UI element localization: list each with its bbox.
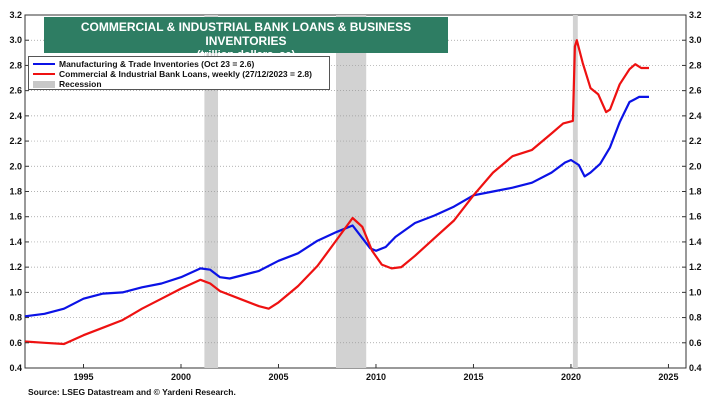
y-tick-label-right: 1.8 [689, 187, 702, 197]
legend-swatch-bank-loans [33, 73, 55, 75]
y-tick-label-right: 0.6 [689, 338, 702, 348]
x-tick-label-2005: 2005 [268, 372, 288, 382]
y-tick-label-left: 2.2 [9, 136, 22, 146]
y-tick-label-right: 3.0 [689, 35, 702, 45]
y-tick-label-right: 0.4 [689, 363, 702, 373]
y-tick-label-right: 0.8 [689, 313, 702, 323]
legend-item-inventories: Manufacturing & Trade Inventories (Oct 2… [33, 59, 254, 69]
y-tick-label-left: 1.8 [9, 187, 22, 197]
legend-label-inventories: Manufacturing & Trade Inventories (Oct 2… [59, 59, 255, 69]
chart-title-box: COMMERCIAL & INDUSTRIAL BANK LOANS & BUS… [44, 17, 448, 61]
y-tick-label-left: 1.6 [9, 212, 22, 222]
y-tick-label-left: 2.8 [9, 60, 22, 70]
y-tick-label-left: 1.4 [9, 237, 22, 247]
y-tick-label-left: 3.0 [9, 35, 22, 45]
legend-item-bank-loans: Commercial & Industrial Bank Loans, week… [33, 69, 312, 79]
y-tick-label-left: 2.0 [9, 161, 22, 171]
y-tick-label-right: 2.8 [689, 60, 702, 70]
legend-label-bank-loans: Commercial & Industrial Bank Loans, week… [59, 69, 312, 79]
legend-swatch-inventories [33, 63, 55, 65]
y-tick-label-right: 1.4 [689, 237, 702, 247]
y-tick-label-left: 0.6 [9, 338, 22, 348]
legend: Manufacturing & Trade Inventories (Oct 2… [28, 56, 330, 90]
y-tick-label-right: 3.2 [689, 10, 702, 20]
y-tick-label-left: 0.4 [9, 363, 22, 373]
y-tick-label-left: 3.2 [9, 10, 22, 20]
y-tick-label-left: 1.0 [9, 287, 22, 297]
y-tick-label-left: 2.4 [9, 111, 22, 121]
y-tick-label-left: 0.8 [9, 313, 22, 323]
chart-title: COMMERCIAL & INDUSTRIAL BANK LOANS & BUS… [80, 20, 412, 48]
x-tick-label-2025: 2025 [658, 372, 678, 382]
y-tick-label-right: 2.0 [689, 161, 702, 171]
legend-label-recession: Recession [59, 79, 102, 89]
x-tick-label-2010: 2010 [366, 372, 386, 382]
legend-swatch-recession [33, 80, 55, 88]
y-tick-label-right: 2.6 [689, 86, 702, 96]
series-line-bank-loans [24, 39, 649, 346]
legend-item-recession: Recession [33, 79, 102, 89]
y-tick-label-right: 1.0 [689, 287, 702, 297]
y-tick-label-right: 2.4 [689, 111, 702, 121]
x-tick-label-2020: 2020 [561, 372, 581, 382]
y-tick-label-right: 1.6 [689, 212, 702, 222]
y-tick-label-left: 1.2 [9, 262, 22, 272]
recession-band-2 [572, 15, 578, 368]
x-tick-label-2015: 2015 [463, 372, 483, 382]
y-tick-label-right: 2.2 [689, 136, 702, 146]
series-line-inventories [24, 95, 649, 318]
tick-labels: 0.4 0.4 0.6 0.6 0.8 0.8 1.0 1.0 1.2 1.2 1.4 1.4 1.6 1… [9, 10, 701, 382]
y-tick-label-left: 2.6 [9, 86, 22, 96]
x-tick-label-1995: 1995 [73, 372, 93, 382]
x-tick-label-2000: 2000 [171, 372, 191, 382]
y-tick-label-right: 1.2 [689, 262, 702, 272]
series-lines [24, 39, 649, 346]
source-note: Source: LSEG Datastream and © Yardeni Re… [28, 387, 236, 397]
